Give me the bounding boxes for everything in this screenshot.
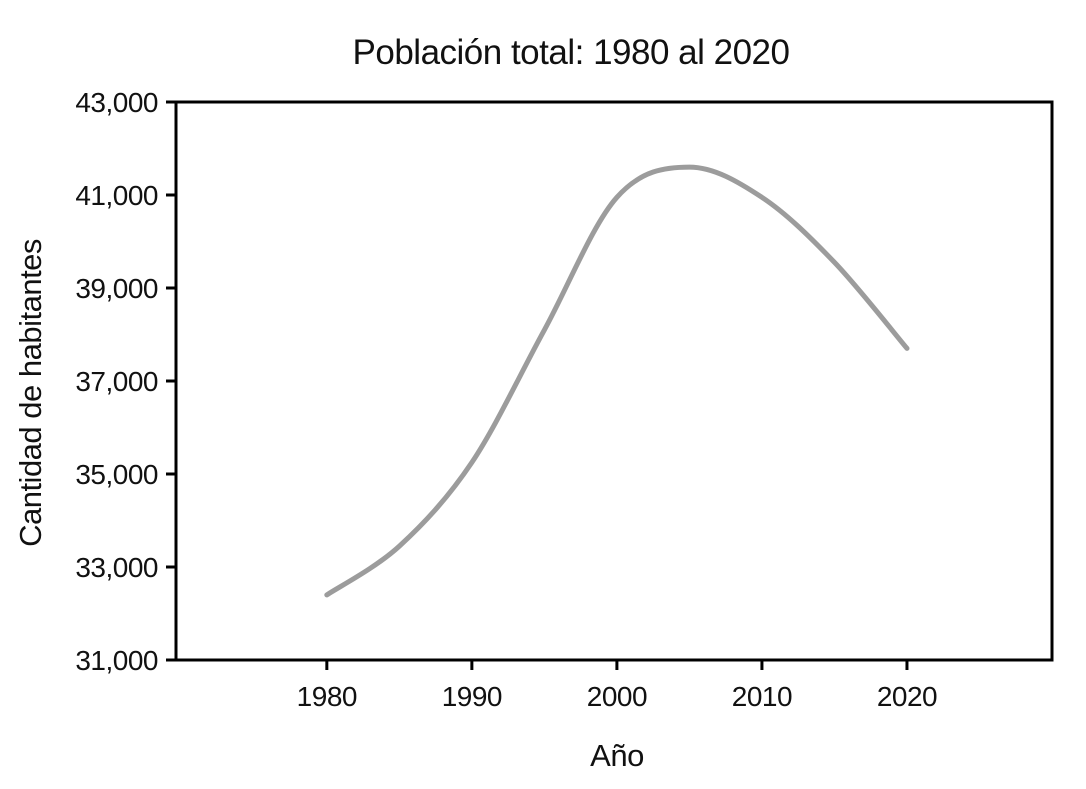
y-tick-label: 43,000: [75, 87, 158, 118]
axis-frame: [174, 100, 1054, 662]
y-tick-label: 37,000: [75, 366, 158, 397]
chart-title: Población total: 1980 al 2020: [352, 33, 790, 72]
population-line: [324, 164, 910, 598]
y-axis-label: Cantidad de habitantes: [13, 239, 48, 547]
y-tick-label: 31,000: [75, 645, 158, 676]
x-tick-label: 1990: [442, 681, 502, 712]
x-tick-label: 2000: [587, 681, 647, 712]
y-tick-label: 39,000: [75, 273, 158, 304]
x-tick-label: 2020: [877, 681, 937, 712]
x-tick-label: 2010: [732, 681, 792, 712]
y-tick-label: 41,000: [75, 180, 158, 211]
y-tick-label: 35,000: [75, 459, 158, 490]
x-tick-label: 1980: [297, 681, 357, 712]
y-tick-label: 33,000: [75, 552, 158, 583]
x-axis-label: Año: [590, 738, 644, 773]
